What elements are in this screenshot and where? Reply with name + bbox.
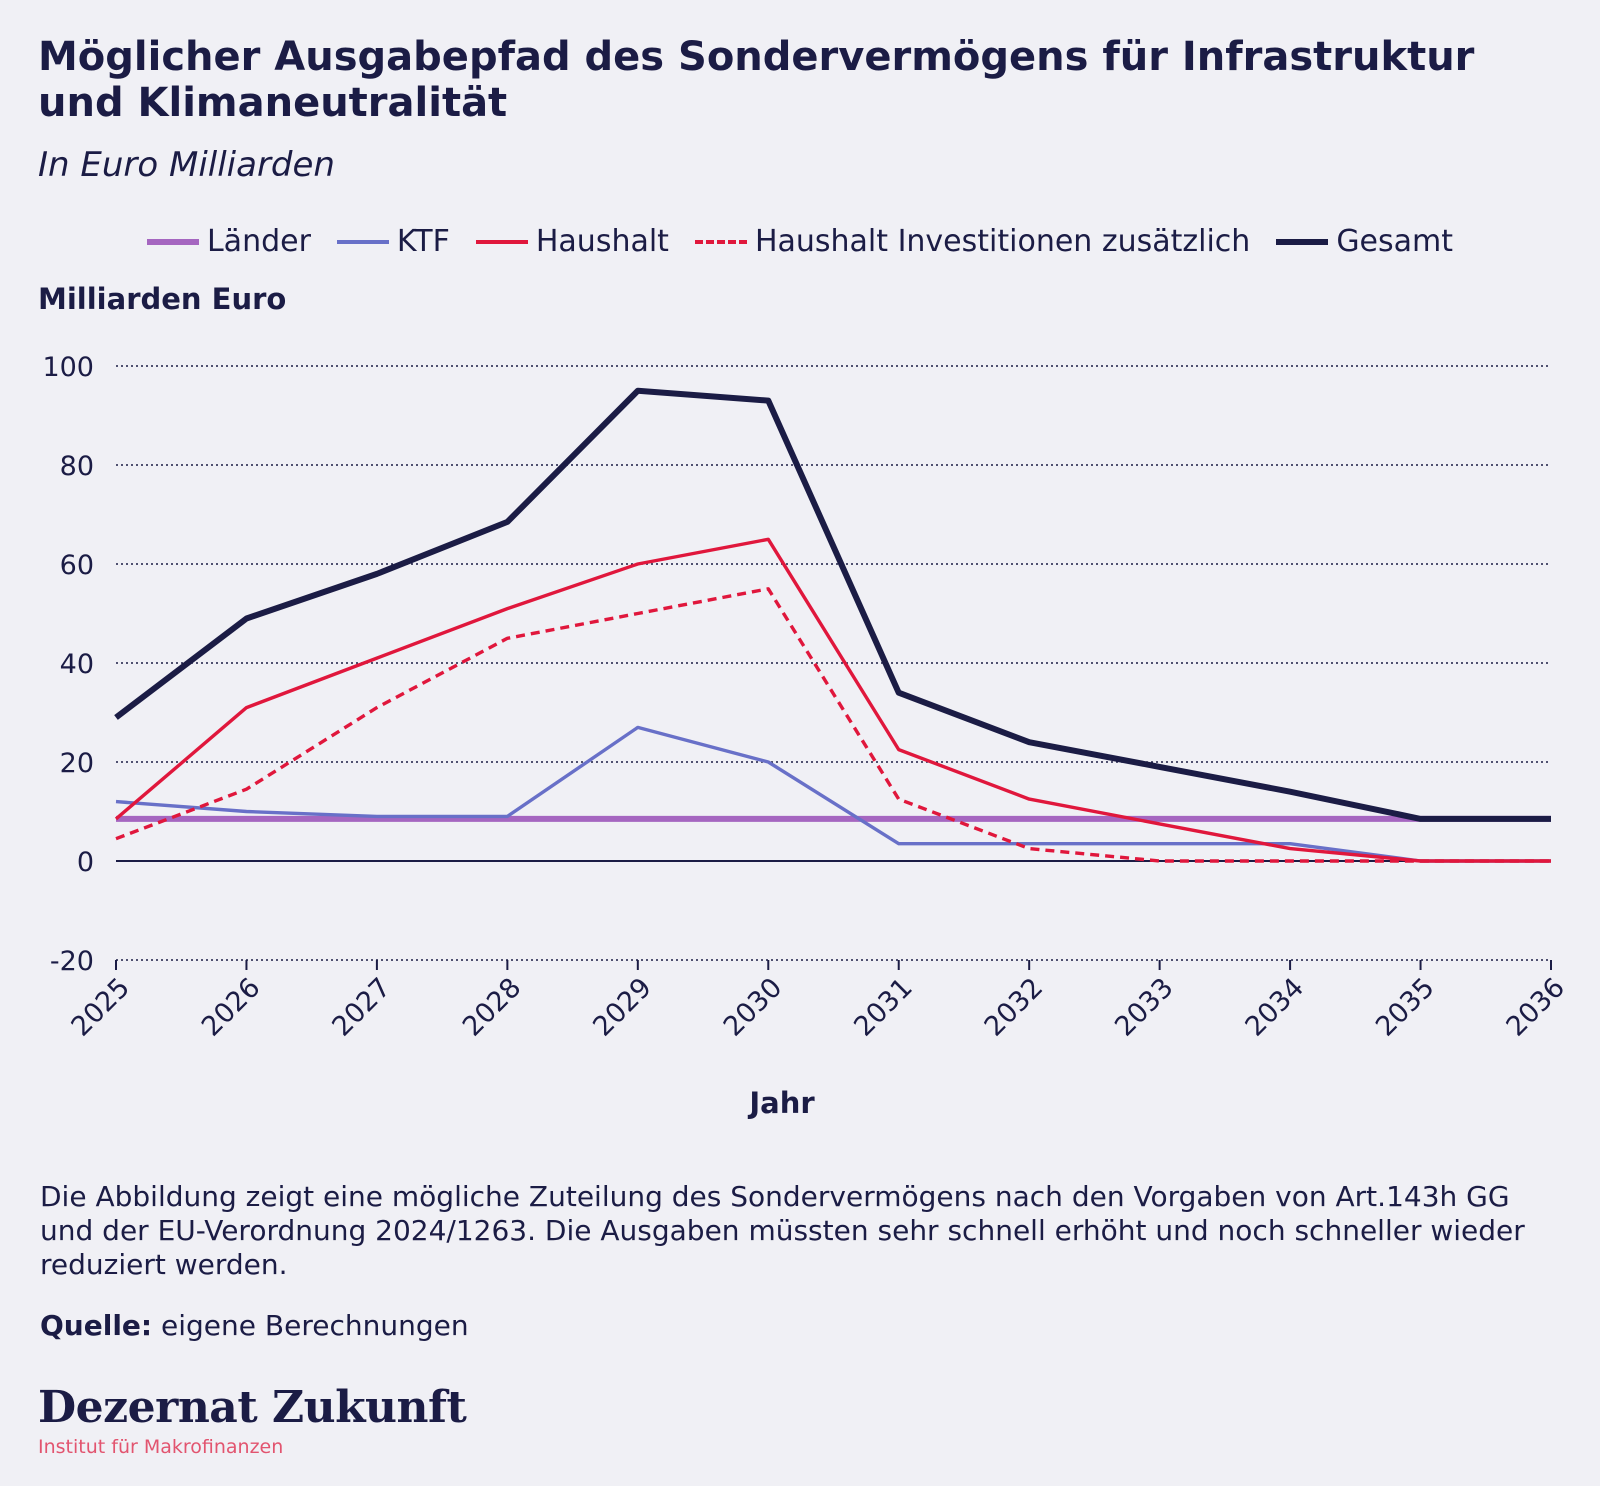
legend-item-gesamt: Gesamt bbox=[1276, 224, 1453, 259]
x-axis-label: Jahr bbox=[749, 1086, 815, 1120]
legend-label-haushalt-investitionen-zusaetzlich: Haushalt Investitionen zusätzlich bbox=[754, 224, 1251, 259]
x-tick-label-2026: 2026 bbox=[196, 972, 267, 1043]
source-text: eigene Berechnungen bbox=[161, 1309, 469, 1342]
x-tick-label-2033: 2033 bbox=[1109, 972, 1180, 1043]
legend-label-haushalt: Haushalt bbox=[535, 224, 669, 259]
series-line-haushalt bbox=[114, 537, 1551, 863]
y-tick-label-40: 40 bbox=[60, 649, 94, 680]
y-axis-label: Milliarden Euro bbox=[38, 282, 287, 316]
series-line-haushalt-investitionen-zusaetzlich bbox=[115, 587, 1551, 863]
legend-swatch-haushalt bbox=[475, 239, 528, 244]
legend-swatch-gesamt bbox=[1276, 238, 1329, 245]
x-axis-label-wrap: Jahr bbox=[0, 1086, 1600, 1120]
source-label: Quelle: bbox=[40, 1309, 153, 1342]
y-tick-label--20: -20 bbox=[50, 946, 94, 977]
legend-item-ktf: KTF bbox=[336, 224, 450, 259]
x-tick-label-2036: 2036 bbox=[1501, 972, 1572, 1043]
y-tick-label-60: 60 bbox=[60, 550, 94, 581]
legend-item-haushalt: Haushalt bbox=[475, 224, 669, 259]
chart-subtitle: In Euro Milliarden bbox=[38, 145, 335, 185]
y-tick-label-20: 20 bbox=[60, 748, 94, 779]
x-tick-label-2034: 2034 bbox=[1240, 972, 1311, 1043]
chart-title: Möglicher Ausgabepfad des Sondervermögen… bbox=[38, 34, 1475, 126]
legend: Länder KTF Haushalt Haushalt Investitionen … bbox=[0, 224, 1600, 259]
x-tick-label-2030: 2030 bbox=[718, 972, 789, 1043]
chart-note: Die Abbildung zeigt eine mögliche Zuteil… bbox=[40, 1180, 1525, 1281]
series-line-gesamt bbox=[114, 387, 1551, 822]
y-tick-label-80: 80 bbox=[60, 451, 94, 482]
x-tick-label-2031: 2031 bbox=[848, 972, 919, 1043]
legend-swatch-ktf bbox=[336, 239, 389, 244]
legend-swatch-laender bbox=[146, 238, 199, 245]
y-tick-label-0: 0 bbox=[77, 847, 94, 878]
legend-label-laender: Länder bbox=[206, 224, 311, 259]
legend-item-haushalt-investitionen-zusaetzlich: Haushalt Investitionen zusätzlich bbox=[694, 224, 1251, 259]
source: Quelle: eigene Berechnungen bbox=[40, 1309, 469, 1342]
legend-label-gesamt: Gesamt bbox=[1336, 224, 1454, 259]
series-line-ktf bbox=[115, 725, 1551, 863]
x-tick-label-2027: 2027 bbox=[326, 972, 397, 1043]
x-tick-label-2035: 2035 bbox=[1370, 972, 1441, 1043]
line-chart: -20 0 20 40 60 80 100 2025 2026 2027 2028 2029 2030 2… bbox=[42, 352, 1572, 1043]
x-tick-label-2029: 2029 bbox=[587, 972, 658, 1043]
x-tick-label-2025: 2025 bbox=[66, 972, 137, 1043]
legend-label-ktf: KTF bbox=[396, 224, 450, 259]
x-tick-label-2032: 2032 bbox=[979, 972, 1050, 1043]
legend-swatch-haushalt-investitionen-zusaetzlich bbox=[694, 239, 747, 244]
brand-logo: Dezernat Zukunft bbox=[38, 1382, 467, 1433]
brand-tagline: Institut für Makrofinanzen bbox=[38, 1436, 284, 1458]
legend-item-laender: Länder bbox=[146, 224, 311, 259]
y-tick-label-100: 100 bbox=[42, 352, 94, 383]
x-tick-label-2028: 2028 bbox=[457, 972, 528, 1043]
